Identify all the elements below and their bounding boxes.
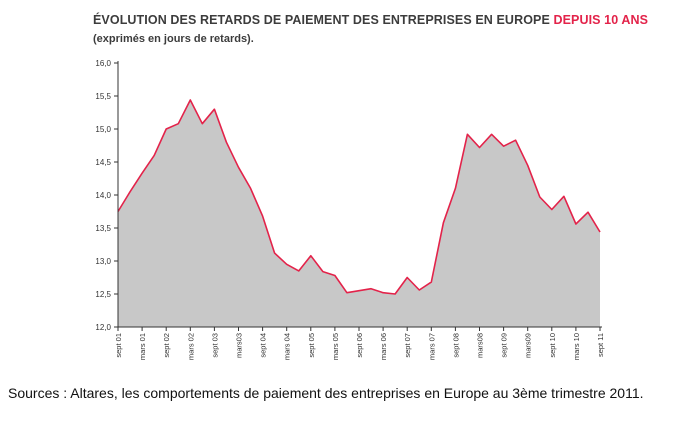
x-tick-label: mars08 bbox=[476, 333, 485, 358]
plot-area: 12,0 12,5 13,0 13,5 14,0 14,5 15,0 15,5 16,0 sept… bbox=[95, 59, 605, 360]
chart-title-accent: DEPUIS 10 ANS bbox=[553, 13, 649, 27]
y-tick-label: 14,5 bbox=[95, 158, 111, 167]
x-tick-label: mars 06 bbox=[379, 333, 388, 360]
x-tick-label: mars 01 bbox=[138, 333, 147, 360]
x-tick-label: sept 03 bbox=[210, 333, 219, 358]
x-tick-label: sept 05 bbox=[307, 333, 316, 358]
x-tick-label: sept 06 bbox=[355, 333, 364, 358]
y-tick-label: 16,0 bbox=[95, 59, 111, 68]
series-line bbox=[117, 99, 601, 295]
y-tick-label: 13,0 bbox=[95, 257, 111, 266]
series-area bbox=[118, 100, 600, 327]
y-tick-label: 12,0 bbox=[95, 323, 111, 332]
x-tick-label: sept 10 bbox=[548, 333, 557, 358]
y-tick-label: 15,0 bbox=[95, 125, 111, 134]
x-tick-label: sept 08 bbox=[451, 333, 460, 358]
x-tick-label: sept 04 bbox=[259, 333, 268, 358]
y-tick-label: 14,0 bbox=[95, 191, 111, 200]
x-tick-label: sept 01 bbox=[114, 333, 123, 358]
x-tick-label: mars 07 bbox=[427, 333, 436, 360]
x-tick-label: sept 07 bbox=[403, 333, 412, 358]
x-tick-label: mars03 bbox=[235, 333, 244, 358]
y-tick-label: 15,5 bbox=[95, 92, 111, 101]
source-note: Sources : Altares, les comportements de … bbox=[8, 385, 644, 401]
chart-subtitle: (exprimés en jours de retards). bbox=[93, 33, 254, 45]
y-tick-label: 13,5 bbox=[95, 224, 111, 233]
x-tick-label: mars 05 bbox=[331, 333, 340, 360]
x-tick-label: sept 02 bbox=[162, 333, 171, 358]
x-tick-label: mars 10 bbox=[572, 333, 581, 360]
chart: 12,0 12,5 13,0 13,5 14,0 14,5 15,0 15,5 16,0 sept… bbox=[95, 59, 605, 360]
y-tick-label: 12,5 bbox=[95, 290, 111, 299]
chart-title-main: ÉVOLUTION DES RETARDS DE PAIEMENT DES EN… bbox=[93, 13, 550, 27]
x-tick-label: mars09 bbox=[524, 333, 533, 358]
x-tick-label: sept 11 bbox=[596, 333, 605, 357]
chart-title: ÉVOLUTION DES RETARDS DE PAIEMENT DES EN… bbox=[93, 13, 648, 27]
x-tick-label: sept 09 bbox=[500, 333, 509, 358]
x-tick-label: mars 04 bbox=[283, 333, 292, 360]
x-tick-label: mars 02 bbox=[186, 333, 195, 360]
